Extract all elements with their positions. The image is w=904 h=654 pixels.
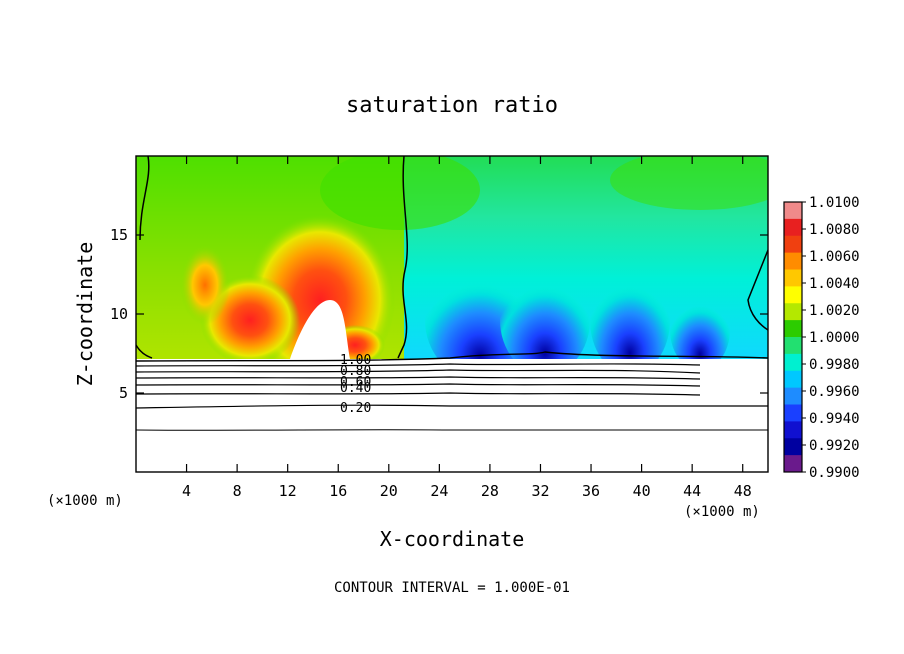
- x-tick-label: 12: [279, 482, 297, 500]
- contour-label: 0.40: [340, 381, 371, 396]
- colorbar-swatch: [784, 286, 802, 304]
- colorbar-swatch: [784, 320, 802, 338]
- colorbar-swatch: [784, 337, 802, 355]
- colorbar-swatch: [784, 235, 802, 254]
- colorbar-label: 1.0100: [809, 195, 860, 211]
- x-axis-label: X-coordinate: [380, 527, 525, 551]
- colorbar-swatch: [784, 370, 802, 389]
- x-tick-label: 8: [233, 482, 242, 500]
- colorbar-swatch: [784, 269, 802, 287]
- y-axis-label: Z-coordinate: [73, 242, 97, 387]
- colorbar-swatch: [784, 202, 802, 220]
- colorbar: 1.0100 1.0080 1.0060 1.0040 1.0020 1.0000 0.99…: [783, 195, 860, 481]
- x-unit-right: (×1000 m): [684, 504, 760, 520]
- colorbar-label: 0.9980: [809, 357, 860, 373]
- y-tick-label: 10: [110, 305, 128, 323]
- x-tick-label: 16: [329, 482, 347, 500]
- colorbar-label: 0.9900: [809, 465, 860, 481]
- colorbar-label: 0.9960: [809, 384, 860, 400]
- contour-label: 0.20: [340, 401, 371, 416]
- x-tick-label: 24: [430, 482, 448, 500]
- x-tick-label: 28: [481, 482, 499, 500]
- y-axis: 5 10 15: [110, 226, 768, 402]
- chart-title: saturation ratio: [346, 93, 558, 118]
- colorbar-swatch: [784, 438, 802, 456]
- x-tick-label: 20: [380, 482, 398, 500]
- colorbar-swatch: [784, 455, 802, 473]
- colorbar-swatch: [784, 218, 802, 237]
- x-tick-label: 4: [182, 482, 191, 500]
- colorbar-label: 1.0000: [809, 330, 860, 346]
- heatmap-field: [136, 156, 768, 359]
- x-tick-label: 44: [683, 482, 701, 500]
- y-tick-label: 5: [119, 384, 128, 402]
- x-tick-label: 48: [734, 482, 752, 500]
- colorbar-label: 0.9940: [809, 411, 860, 427]
- colorbar-swatch: [784, 421, 802, 439]
- colorbar-swatch: [784, 252, 802, 270]
- y-tick-label: 15: [110, 226, 128, 244]
- colorbar-label: 1.0040: [809, 276, 860, 292]
- contour-interval-note: CONTOUR INTERVAL = 1.000E-01: [334, 580, 570, 596]
- x-tick-label: 36: [582, 482, 600, 500]
- x-tick-label: 40: [633, 482, 651, 500]
- x-axis: 4 8 12 16 20 24 28 32 36 40 44 48: [182, 156, 752, 500]
- contour-label: 0.80: [340, 364, 371, 379]
- colorbar-label: 0.9920: [809, 438, 860, 454]
- terrain-contours: 1.00 0.80 0.60 0.40 0.20: [135, 351, 769, 472]
- contour-label: 1.00: [340, 353, 371, 368]
- contour-label: 0.60: [340, 375, 371, 390]
- colorbar-swatch: [784, 353, 802, 372]
- colorbar-label: 1.0060: [809, 249, 860, 265]
- x-unit-left: (×1000 m): [47, 493, 123, 509]
- colorbar-swatch: [784, 387, 802, 405]
- colorbar-label: 1.0080: [809, 222, 860, 238]
- colorbar-label: 1.0020: [809, 303, 860, 319]
- colorbar-swatch: [784, 404, 802, 422]
- x-tick-label: 32: [531, 482, 549, 500]
- colorbar-swatch: [784, 303, 802, 321]
